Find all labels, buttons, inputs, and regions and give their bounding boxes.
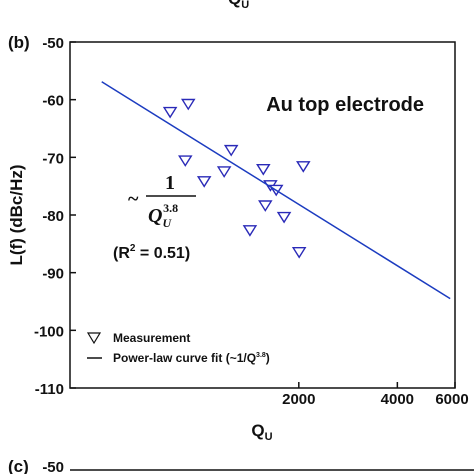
r-squared-prefix: (R <box>113 245 130 262</box>
data-point <box>180 98 196 111</box>
data-point <box>242 225 258 237</box>
formula-numerator: 1 <box>165 172 175 194</box>
y-tick-label: -110 <box>35 381 64 398</box>
data-point <box>296 161 311 173</box>
data-point <box>223 144 239 157</box>
x-tick-label: 4000 <box>381 391 414 408</box>
panel-label: (b) <box>8 33 30 52</box>
legend-label: Power-law curve fit (~1/Q3.8) <box>113 351 270 365</box>
top-fragment-sub: U <box>241 0 249 11</box>
y-tick-label: -80 <box>42 208 64 225</box>
legend-label-suffix: ) <box>266 351 270 365</box>
x-tick-label: 2000 <box>282 391 315 408</box>
formula-prefix: ~ <box>128 188 139 210</box>
next-panel-tick-label: -50 <box>42 459 64 474</box>
fit-line <box>101 81 451 300</box>
y-tick-label: -60 <box>42 93 64 110</box>
legend-label-name: Power-law curve fit (~1/Q <box>113 351 256 365</box>
data-point <box>162 106 178 119</box>
x-axis-label: QU <box>251 421 272 443</box>
annotation: Au top electrode <box>266 94 424 116</box>
x-axis-label-sub: U <box>265 431 273 443</box>
y-tick-label: -70 <box>42 150 64 167</box>
y-tick-label: -100 <box>34 323 64 340</box>
r-squared-sup: 2 <box>130 243 136 254</box>
legend-label: Measurement <box>113 331 190 345</box>
legend-marker <box>86 332 102 345</box>
formula-denominator-main: Q <box>148 205 162 227</box>
r-squared: (R2 = 0.51) <box>113 243 190 262</box>
y-tick-label: -50 <box>42 35 64 52</box>
formula-denominator: QU3.8 <box>148 201 178 230</box>
data-point <box>178 155 193 167</box>
data-point <box>276 211 292 224</box>
x-axis-label-main: Q <box>251 421 264 440</box>
data-point <box>196 176 212 188</box>
data-point <box>291 247 307 259</box>
top-fragment-label: QU <box>228 0 249 11</box>
data-point <box>216 166 232 178</box>
data-point <box>258 200 273 212</box>
formula-denominator-sub: U <box>162 216 172 230</box>
y-tick-label: -90 <box>42 266 64 283</box>
legend-label-name: Measurement <box>113 331 190 345</box>
r-squared-suffix: = 0.51) <box>135 245 190 262</box>
top-fragment-main: Q <box>228 0 241 8</box>
formula-denominator-sup: 3.8 <box>163 201 178 215</box>
legend-label-sup: 3.8 <box>256 352 266 359</box>
x-tick-label: 6000 <box>435 391 468 408</box>
y-axis-label: L(f) (dBc/Hz) <box>7 164 26 265</box>
data-point <box>256 163 271 176</box>
next-panel-label: (c) <box>8 457 29 474</box>
